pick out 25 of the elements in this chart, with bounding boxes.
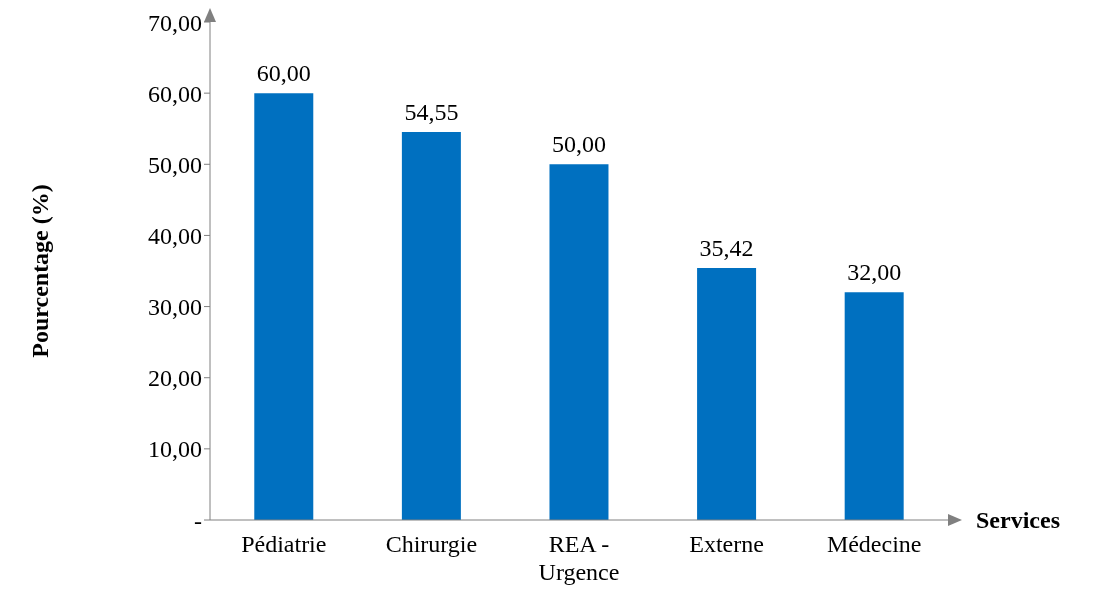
data-label: 32,00 [847, 259, 902, 286]
y-tick-label: - [194, 507, 202, 534]
x-tick-label: Externe [689, 531, 764, 557]
x-tick-label: Chirurgie [385, 531, 478, 557]
y-tick-label: 10,00 [148, 436, 202, 463]
x-tick-label: REA - Urgence [538, 531, 620, 585]
bar [844, 292, 904, 520]
x-tick-label: Médecine [826, 531, 922, 557]
y-tick-label: 60,00 [148, 80, 202, 107]
y-tick-label: 50,00 [148, 151, 202, 178]
data-label: 54,55 [404, 98, 459, 125]
data-label: 35,42 [699, 235, 754, 262]
data-label: 60,00 [256, 60, 311, 87]
x-tick-label: Pédiatrie [241, 531, 327, 557]
y-axis-title: Pourcentage (%) [27, 184, 53, 358]
bar [549, 164, 609, 520]
data-label: 50,00 [551, 131, 606, 158]
y-tick-label: 30,00 [148, 294, 202, 321]
y-tick-label: 20,00 [148, 365, 202, 392]
bar [254, 93, 314, 520]
x-axis-title: Services [976, 507, 1060, 533]
y-tick-label: 70,00 [148, 9, 202, 36]
bar [401, 131, 461, 520]
bar [697, 268, 757, 520]
y-tick-label: 40,00 [148, 222, 202, 249]
